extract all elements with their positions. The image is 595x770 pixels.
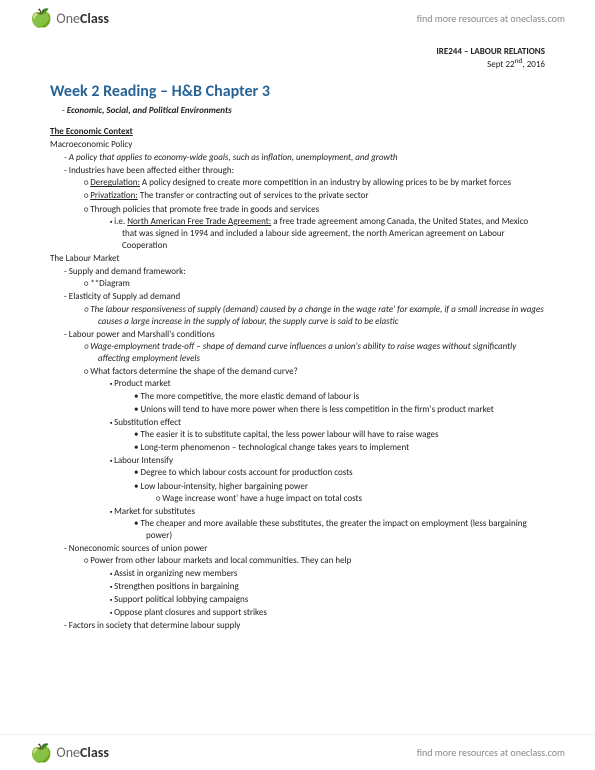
list-item: Strengthen positions in bargaining: [122, 581, 545, 593]
list-item: Product market The more competitive, the…: [122, 378, 545, 415]
logo-text: OneClass: [56, 744, 109, 761]
section-economic-sub: Macroeconomic Policy: [50, 139, 545, 150]
list-item: The labour responsiveness of supply (dem…: [98, 304, 545, 328]
page-title: Week 2 Reading – H&B Chapter 3: [50, 82, 545, 101]
list-item: What factors determine the shape of the …: [98, 366, 545, 542]
document-body: IRE244 – LABOUR RELATIONS Sept 22nd, 201…: [0, 36, 595, 673]
list-item: Through policies that promote free trade…: [98, 204, 545, 253]
list-item: Supply and demand framework: **Diagram: [74, 266, 545, 290]
list-item: Wage-employment trade-off – shape of dem…: [98, 341, 545, 365]
list-item: Unions will tend to have more power when…: [146, 404, 545, 416]
course-date: Sept 22nd, 2016: [50, 57, 545, 70]
list-item: Factors in society that determine labour…: [74, 620, 545, 632]
list-item: Deregulation: A policy designed to creat…: [98, 177, 545, 189]
list-item: i.e. North American Free Trade Agreement…: [122, 216, 545, 252]
list-item: Elasticity of Supply ad demand The labou…: [74, 291, 545, 327]
list-item: The cheaper and more available these sub…: [146, 518, 545, 542]
list-item: The more competitive, the more elastic d…: [146, 391, 545, 403]
section-economic-head: The Economic Context: [50, 126, 545, 137]
list-item: Power from other labour markets and loca…: [98, 555, 545, 619]
list-item: Noneconomic sources of union power Power…: [74, 543, 545, 619]
footer-tagline: find more resources at oneclass.com: [417, 746, 565, 759]
list-item: Labour Intensify Degree to which labour …: [122, 455, 545, 505]
section-labour-head: The Labour Market: [50, 253, 545, 264]
list-item: Low labour-intensity, higher bargaining …: [146, 481, 545, 505]
list-item: Wage increase wont' have a huge impact o…: [170, 493, 545, 505]
list-item: Long-term phenomenon – technological cha…: [146, 442, 545, 454]
list-item: Substitution effect The easier it is to …: [122, 417, 545, 454]
list-item: **Diagram: [98, 278, 545, 290]
list-item: Assist in organizing new members: [122, 568, 545, 580]
header-tagline: find more resources at oneclass.com: [417, 12, 565, 25]
course-header: IRE244 – LABOUR RELATIONS Sept 22nd, 201…: [50, 46, 545, 70]
course-code: IRE244 – LABOUR RELATIONS: [50, 46, 545, 57]
page-footer: 🍏 OneClass find more resources at onecla…: [0, 734, 595, 770]
list-item: Privatization: The transfer or contracti…: [98, 190, 545, 202]
logo: 🍏 OneClass: [30, 742, 109, 764]
list-item: Oppose plant closures and support strike…: [122, 607, 545, 619]
list-item: Industries have been affected either thr…: [74, 165, 545, 252]
apple-icon: 🍏: [30, 742, 52, 764]
apple-icon: 🍏: [30, 7, 52, 29]
page-subtitle: Economic, Social, and Political Environm…: [74, 105, 545, 116]
list-item: Market for substitutes The cheaper and m…: [122, 506, 545, 542]
logo: 🍏 OneClass: [30, 7, 109, 29]
list-item: Labour power and Marshall's conditions W…: [74, 329, 545, 542]
page-header: 🍏 OneClass find more resources at onecla…: [0, 0, 595, 36]
list-item: The easier it is to substitute capital, …: [146, 429, 545, 441]
list-item: A policy that applies to economy-wide go…: [74, 152, 545, 164]
list-item: Support political lobbying campaigns: [122, 594, 545, 606]
logo-text: OneClass: [56, 10, 109, 27]
list-item: Degree to which labour costs account for…: [146, 467, 545, 479]
